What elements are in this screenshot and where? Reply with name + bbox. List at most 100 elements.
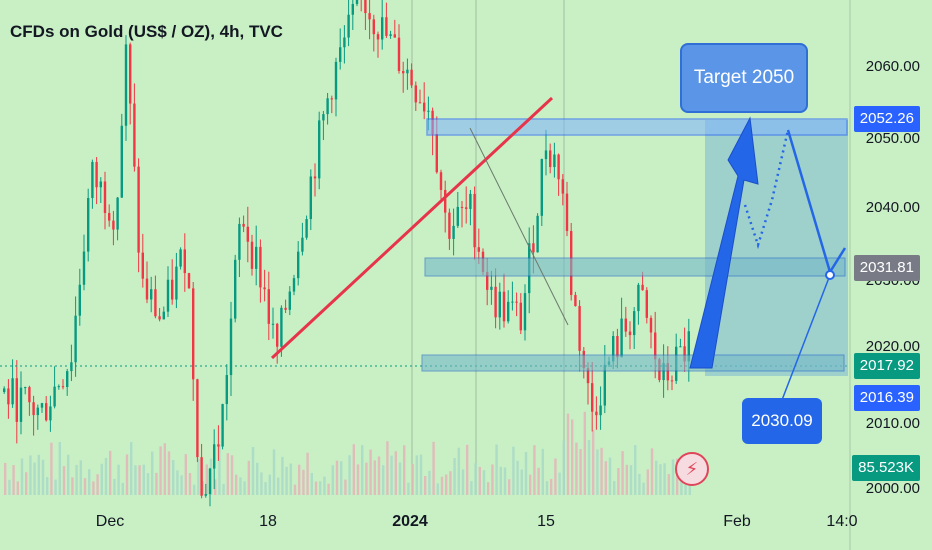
target-arrow	[689, 116, 759, 369]
volume-bar	[629, 465, 633, 495]
candle-body	[683, 346, 686, 362]
volume-bar	[344, 479, 347, 495]
price-callout[interactable]: 2030.09	[742, 398, 822, 444]
candle-body	[649, 317, 653, 333]
candle-body	[452, 225, 455, 239]
volume-tag[interactable]: 85.523K	[852, 455, 920, 481]
candle-body	[595, 411, 598, 416]
volume-bar	[33, 462, 36, 495]
volume-bar	[470, 481, 473, 495]
volume-bar	[524, 452, 528, 495]
candle-body	[523, 293, 527, 331]
volume-bar	[445, 474, 448, 495]
volume-bar	[554, 458, 557, 495]
volume-bar	[424, 475, 427, 495]
candle-body	[284, 307, 287, 310]
candle-body	[612, 336, 615, 362]
candle-body	[137, 166, 140, 253]
volume-bar	[398, 462, 402, 495]
volume-bar	[67, 454, 70, 495]
candle-body	[221, 404, 224, 447]
volume-bar	[474, 463, 477, 495]
resistance-price-tag[interactable]: 2052.26	[853, 106, 920, 132]
lightning-alert-icon[interactable]: ⚡	[675, 452, 709, 486]
volume-bar	[268, 474, 271, 495]
candle-body	[11, 378, 14, 405]
volume-bar	[222, 483, 225, 495]
volume-bar	[16, 481, 19, 495]
volume-bar	[310, 472, 313, 495]
candle-body	[549, 150, 552, 168]
candle-body	[591, 383, 594, 412]
volume-bar	[214, 479, 217, 495]
volume-bar	[600, 447, 603, 495]
candle-body	[271, 323, 275, 325]
volume-bar	[348, 455, 351, 495]
candle-body	[99, 181, 102, 188]
volume-bar	[151, 451, 154, 495]
volume-bar	[4, 462, 7, 495]
volume-bar	[566, 413, 570, 495]
resistance-zone	[426, 118, 848, 136]
candle-body	[318, 120, 321, 179]
candle-body	[74, 315, 77, 363]
candle-body	[82, 251, 86, 285]
volume-bar	[684, 484, 687, 495]
support-price-tag[interactable]: 2016.39	[853, 385, 920, 411]
volume-bar	[243, 481, 246, 495]
candle-body	[246, 226, 249, 242]
volume-bar	[520, 469, 523, 495]
candle-body	[3, 388, 6, 392]
volume-bar	[449, 471, 452, 495]
candle-body	[309, 176, 312, 220]
candle-body	[196, 379, 199, 458]
candle-body	[108, 213, 111, 221]
candle-body	[641, 284, 644, 291]
candle-body	[326, 98, 329, 115]
candle-body	[616, 336, 619, 358]
candle-body	[61, 386, 65, 388]
price-tick: 2040.00	[865, 199, 920, 216]
volume-bar	[495, 444, 498, 495]
volume-bar	[638, 473, 641, 495]
volume-bar	[382, 465, 385, 495]
volume-bar	[440, 476, 444, 495]
candle-body	[376, 34, 380, 40]
volume-bar	[491, 464, 494, 495]
target-callout[interactable]: Target 2050	[680, 43, 808, 113]
volume-bar	[264, 482, 267, 495]
volume-bar	[314, 481, 318, 495]
volume-bar	[83, 478, 87, 495]
candle-body	[334, 61, 338, 100]
volume-bar	[146, 473, 150, 495]
volume-bar	[184, 454, 187, 495]
candle-body	[141, 252, 144, 279]
candle-body	[465, 207, 468, 209]
candle-body	[355, 0, 359, 5]
candle-body	[456, 206, 459, 226]
volume-bar	[466, 444, 469, 495]
volume-bar	[226, 453, 229, 495]
volume-bar	[541, 448, 544, 495]
volume-bar	[260, 472, 263, 495]
candle-body	[519, 302, 522, 331]
volume-bar	[29, 455, 32, 495]
candle-body	[7, 388, 10, 405]
candle-body	[628, 331, 632, 336]
candle-body	[435, 134, 438, 173]
last-price-tag[interactable]: 2017.92	[853, 353, 920, 379]
candle-body	[255, 246, 258, 269]
volume-bar	[377, 456, 381, 495]
volume-bar	[163, 443, 166, 495]
volume-bar	[617, 468, 620, 495]
volume-bar	[562, 440, 565, 495]
candle-body	[57, 386, 60, 388]
volume-bar	[634, 445, 637, 495]
volume-bar	[663, 463, 666, 495]
volume-bar	[571, 419, 574, 495]
price-tick: 2020.00	[865, 338, 920, 355]
volume-bar	[92, 481, 95, 495]
candle-body	[179, 249, 182, 267]
mid-price-tag[interactable]: 2031.81	[853, 255, 920, 281]
